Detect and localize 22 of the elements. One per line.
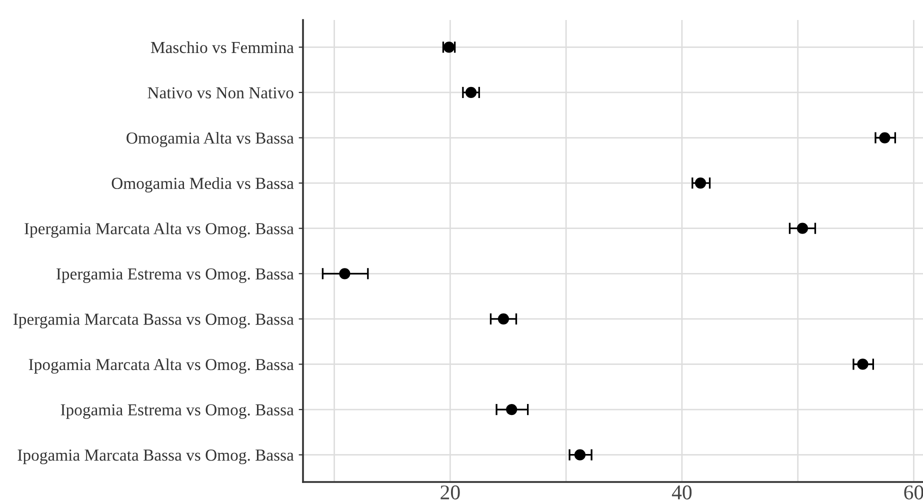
y-tick-label: Maschio vs Femmina bbox=[150, 41, 294, 54]
y-tick-label: Ipergamia Marcata Alta vs Omog. Bassa bbox=[24, 222, 294, 238]
y-tick-label: Ipogamia Estrema vs Omog. Bassa bbox=[60, 404, 294, 419]
point bbox=[879, 132, 890, 144]
y-tick-label: Nativo vs Non Nativo bbox=[148, 87, 294, 98]
y-tick-label: Ipergamia Estrema vs Omog. Bassa bbox=[56, 268, 294, 284]
y-tick-label: Omogamia Alta vs Bassa bbox=[126, 132, 294, 148]
point bbox=[465, 86, 477, 98]
y-tick-label: Omogamia Media vs Bassa bbox=[112, 177, 294, 192]
y-tick-label: Ipogamia Marcata Bassa vs Omog. Bassa bbox=[18, 450, 294, 464]
x-tick-label: 40 bbox=[672, 485, 692, 500]
point bbox=[796, 222, 808, 234]
point bbox=[339, 268, 350, 280]
x-tick-label: 60 bbox=[904, 485, 923, 500]
point bbox=[574, 449, 586, 460]
y-tick-label: Ipogamia Marcata Alta vs Omog. Bassa bbox=[28, 358, 294, 374]
point bbox=[506, 404, 518, 416]
point bbox=[857, 358, 868, 370]
point bbox=[694, 178, 706, 189]
y-tick-label: Ipergamia Marcata Bassa vs Omog. Bassa bbox=[13, 314, 294, 328]
point bbox=[498, 313, 510, 324]
x-tick-label: 20 bbox=[440, 485, 460, 500]
